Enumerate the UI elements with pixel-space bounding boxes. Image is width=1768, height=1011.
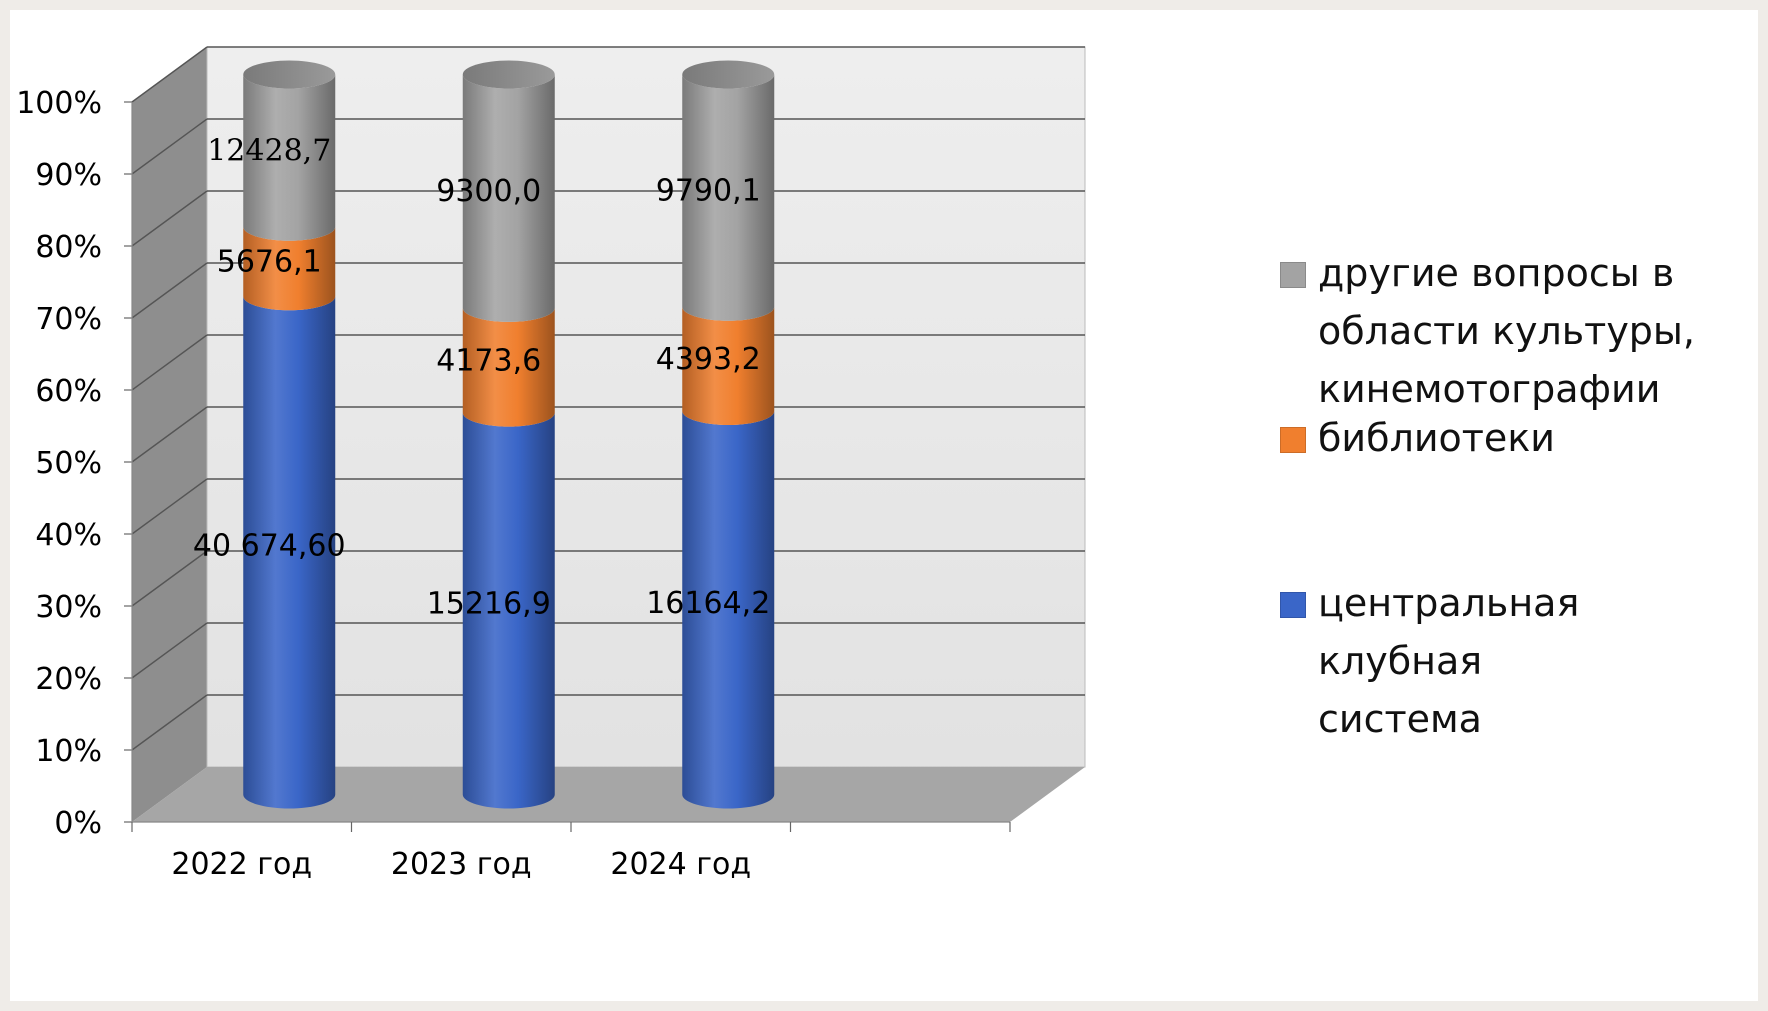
y-tick-label: 60% (35, 374, 102, 409)
legend-item-other-culture: другие вопросы в области культуры, кинем… (1280, 244, 1695, 418)
bar-segment (682, 74, 775, 321)
data-label: 16164,2 (646, 586, 770, 621)
gridline-side (131, 478, 208, 535)
gridline-side (131, 550, 208, 607)
y-tick-label: 20% (35, 662, 102, 697)
data-label: 4173,6 (436, 343, 541, 378)
legend-swatch-blue (1280, 592, 1306, 618)
bar-segment (243, 226, 336, 311)
bar-segment (682, 411, 775, 809)
gridline-side (131, 46, 208, 103)
data-label: 5676,1 (217, 245, 322, 280)
data-label: 12428,7 (207, 134, 331, 169)
x-tick-label: 2023 год (391, 847, 532, 882)
cylinder-top-cap (462, 60, 555, 89)
y-tick-label: 100% (16, 86, 102, 121)
bar-segment (462, 74, 555, 322)
y-tick-label: 0% (54, 806, 102, 841)
data-label: 9790,1 (656, 174, 761, 209)
bar-segment (462, 412, 555, 809)
legend-label: другие вопросы в области культуры, кинем… (1318, 251, 1696, 411)
y-tick-label: 90% (35, 158, 102, 193)
data-label: 15216,9 (427, 587, 551, 622)
data-label: 40 674,60 (193, 528, 346, 563)
gridline-side (131, 262, 208, 319)
y-tick-label: 70% (35, 302, 102, 337)
legend-swatch-orange (1280, 427, 1306, 453)
stacked-cylinder-chart: 0% 10% 20% 30% 40% 50% 60% 70% 80% 90% 100% 2022 го… (16, 46, 1086, 882)
gridline-side (131, 406, 208, 463)
y-tick-label: 10% (35, 734, 102, 769)
gridline-side (131, 622, 208, 679)
bar-segment (462, 307, 555, 427)
bar-segment (243, 74, 336, 241)
gridline-side (131, 118, 208, 175)
x-tick-label: 2024 год (610, 847, 751, 882)
y-tick-label: 30% (35, 590, 102, 625)
data-label: 4393,2 (656, 342, 761, 377)
cylinder-top-cap (682, 60, 775, 89)
legend-swatch-gray (1280, 262, 1306, 288)
y-tick-label: 80% (35, 230, 102, 265)
gridline-side (131, 694, 208, 751)
legend-label: центральная клубная система (1318, 581, 1580, 741)
y-tick-label: 40% (35, 518, 102, 553)
y-tick-label: 50% (35, 446, 102, 481)
gridline-side (131, 190, 208, 247)
data-label: 9300,0 (436, 174, 541, 209)
bar-segment (243, 296, 336, 809)
floor (132, 767, 1085, 822)
legend-label: библиотеки (1318, 416, 1555, 460)
chart-frame: 0% 10% 20% 30% 40% 50% 60% 70% 80% 90% 100% 2022 го… (10, 10, 1758, 1001)
x-tick-label: 2022 год (171, 847, 312, 882)
gridline-side (131, 334, 208, 391)
legend-item-central-club-system: центральная клубная система (1280, 574, 1750, 748)
bar-segment (682, 306, 775, 425)
cylinder-top-cap (243, 60, 336, 89)
legend-item-libraries: библиотеки (1280, 409, 1555, 467)
